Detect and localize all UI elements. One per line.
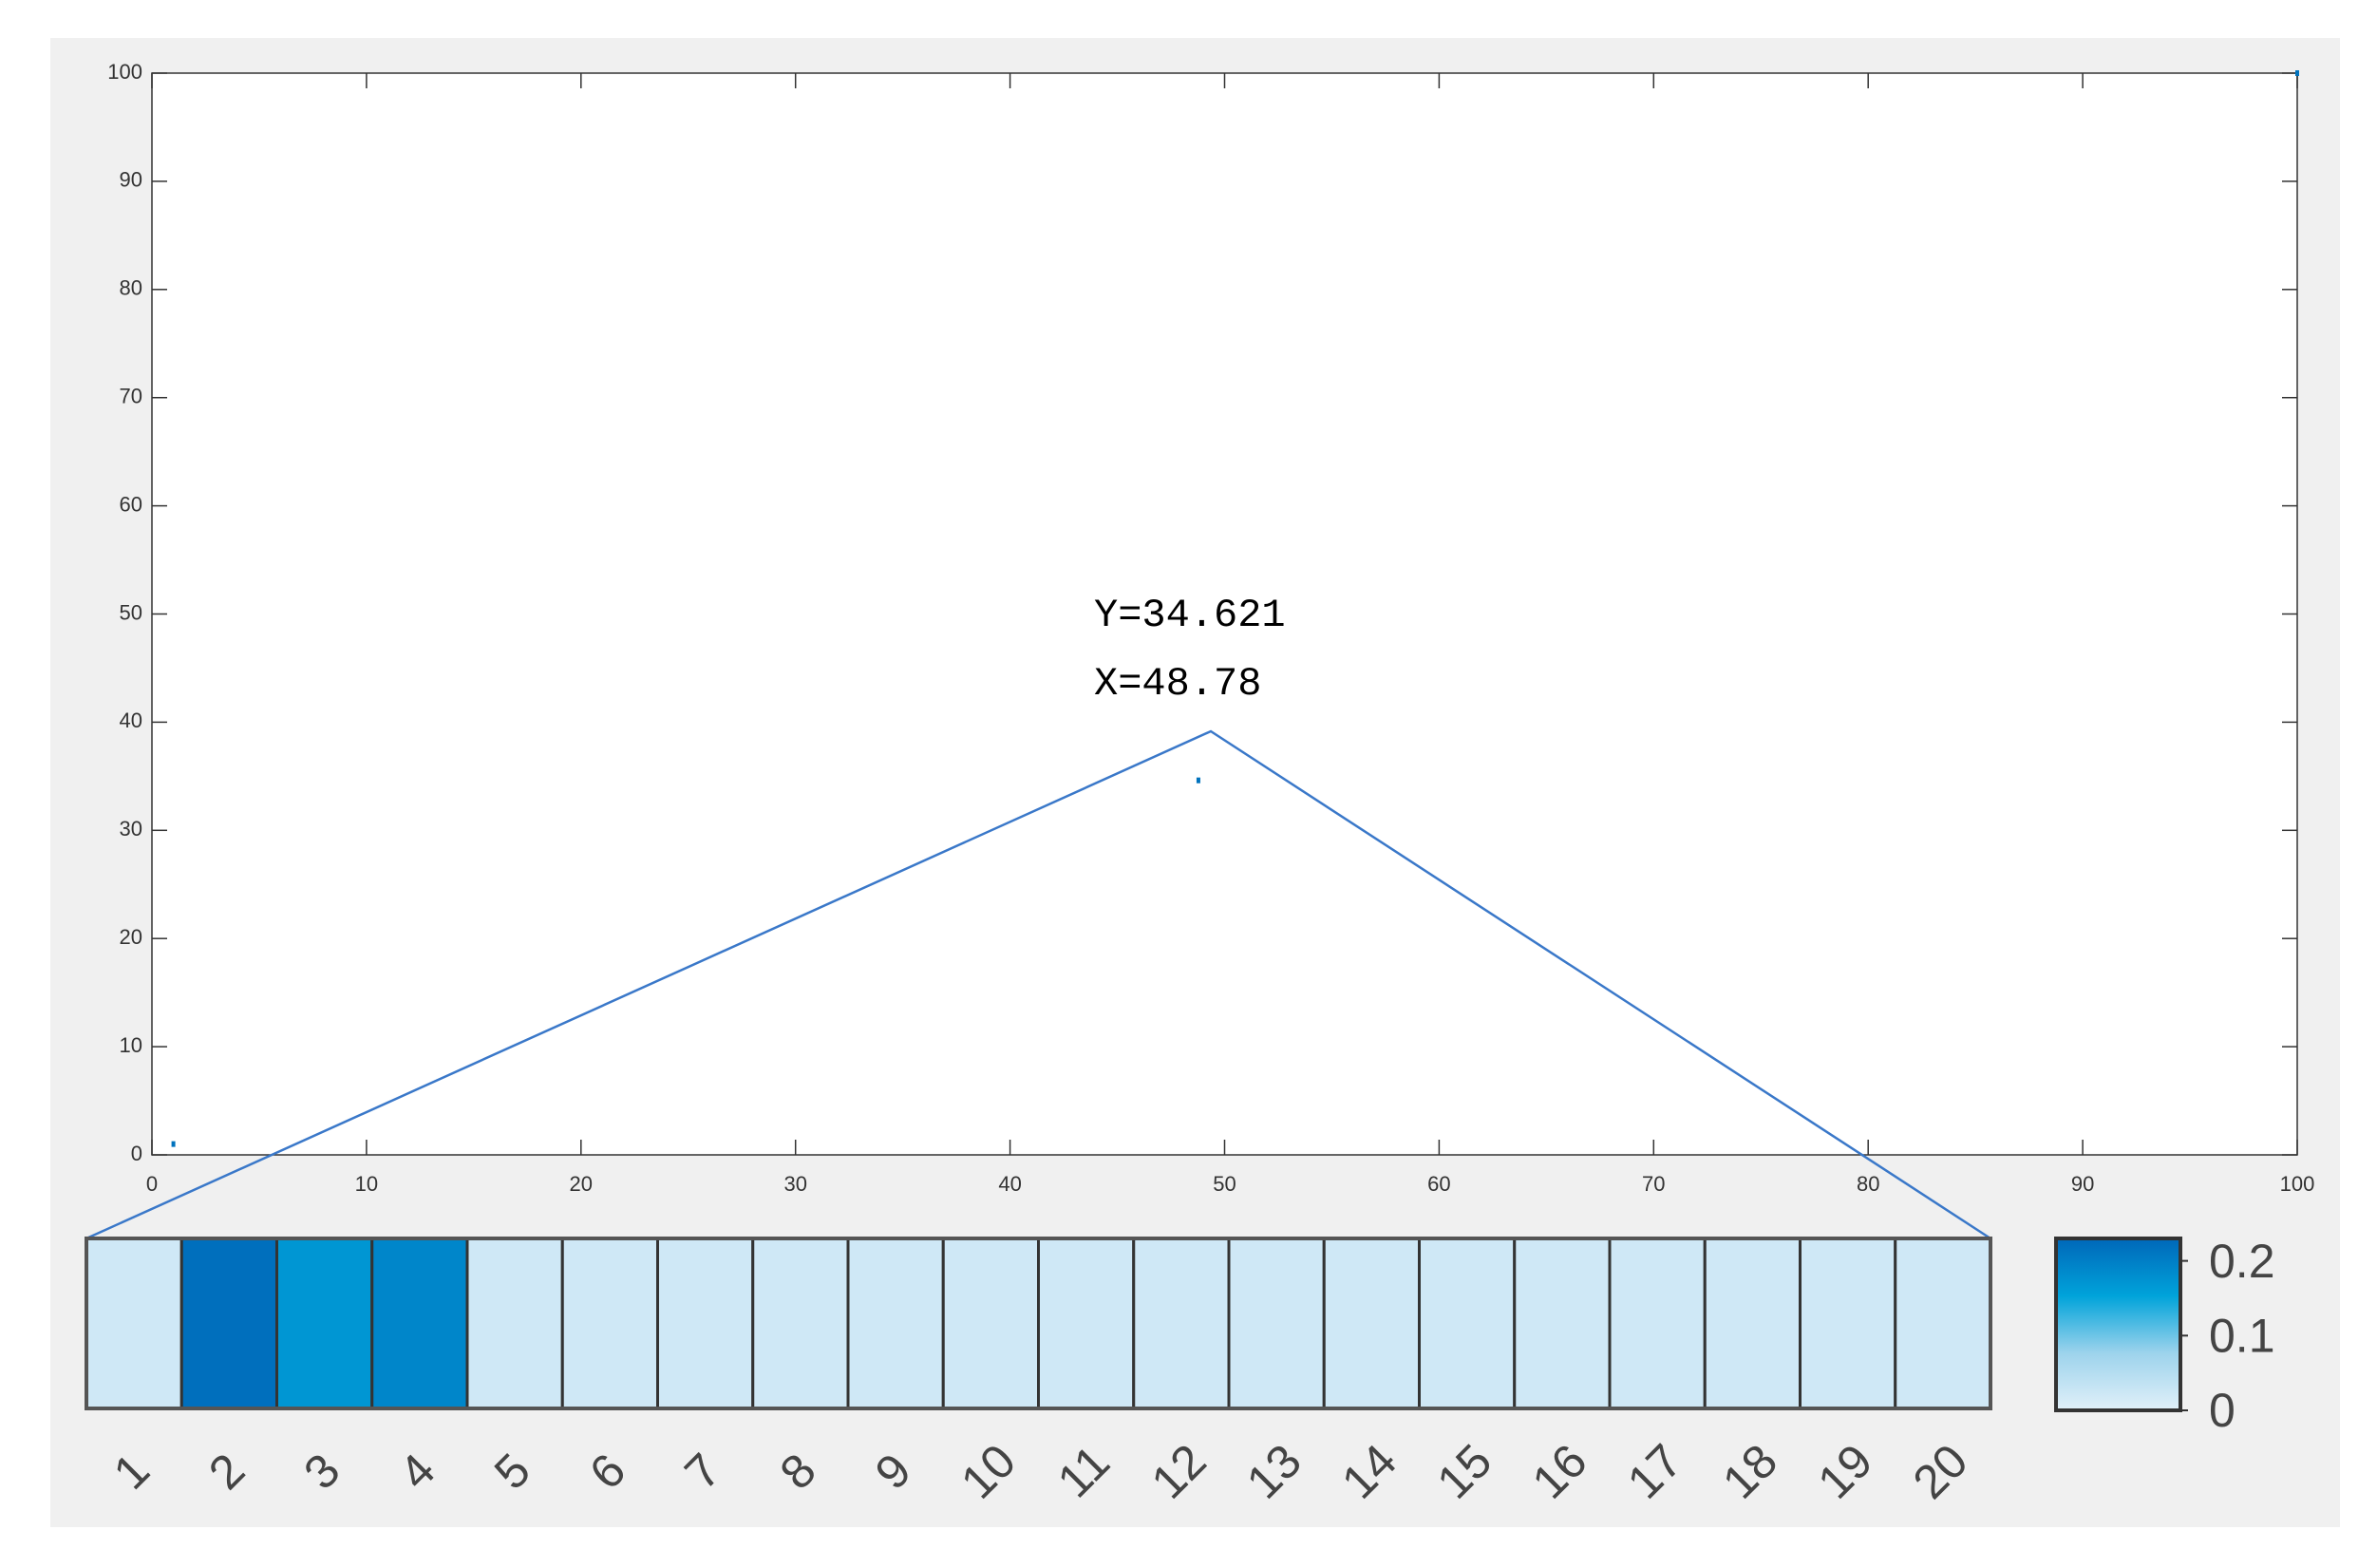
heatmap-cell (1894, 1237, 1992, 1410)
x-tick-label: 80 (1857, 1172, 1879, 1196)
y-tick-label: 70 (120, 385, 142, 408)
heatmap-cell (560, 1237, 659, 1410)
heatmap-cell (179, 1237, 278, 1410)
heatmap-cell (370, 1237, 469, 1410)
heatmap-cell (846, 1237, 945, 1410)
datatip-x: X=48.78 (1094, 661, 1261, 707)
x-tick-label: 50 (1213, 1172, 1236, 1196)
y-tick-label: 10 (120, 1033, 142, 1057)
heatmap-cell (1608, 1237, 1707, 1410)
x-tick-label: 20 (570, 1172, 593, 1196)
colorbar (2054, 1237, 2182, 1412)
heatmap-cell (656, 1237, 755, 1410)
heatmap-cell (465, 1237, 564, 1410)
x-tick-label: 40 (998, 1172, 1021, 1196)
x-tick-label: 30 (783, 1172, 806, 1196)
heatmap-cell (751, 1237, 850, 1410)
y-tick-label: 60 (120, 492, 142, 516)
y-tick-label: 50 (120, 600, 142, 624)
x-tick-label: 100 (2280, 1172, 2315, 1196)
y-tick-label: 100 (107, 60, 142, 84)
x-tick-label: 0 (146, 1172, 158, 1196)
x-tick-label: 70 (1642, 1172, 1665, 1196)
heatmap-cell (1037, 1237, 1136, 1410)
y-tick-label: 20 (120, 925, 142, 949)
y-tick-label: 80 (120, 276, 142, 300)
zoom-lines (85, 729, 1991, 1240)
heatmap-cell (1703, 1237, 1802, 1410)
axes-box (151, 72, 2298, 1156)
colorbar-label: 0.2 (2209, 1235, 2275, 1288)
heatmap-cell (85, 1237, 183, 1410)
x-tick-label: 60 (1427, 1172, 1450, 1196)
heatmap-border (85, 1237, 1992, 1410)
heatmap-cell (1227, 1237, 1326, 1410)
y-tick-label: 40 (120, 708, 142, 732)
heatmap-cell (1799, 1237, 1897, 1410)
y-tick-label: 90 (120, 168, 142, 192)
datatip-y: Y=34.621 (1094, 593, 1286, 638)
heatmap-cell (1418, 1237, 1517, 1410)
colorbar-label: 0 (2209, 1384, 2236, 1437)
heatmap-cell (275, 1237, 374, 1410)
x-tick-label: 90 (2071, 1172, 2094, 1196)
x-tick-label: 10 (355, 1172, 378, 1196)
colorbar-label: 0.1 (2209, 1310, 2275, 1363)
y-tick-label: 30 (120, 817, 142, 841)
heatmap-cell (1132, 1237, 1231, 1410)
point (2295, 70, 2299, 76)
y-tick-label: 0 (131, 1142, 142, 1165)
heatmap-cell (941, 1237, 1040, 1410)
heatmap-cell (1322, 1237, 1421, 1410)
point (171, 1141, 176, 1147)
heatmap-cell (1513, 1237, 1612, 1410)
point (1196, 777, 1200, 784)
